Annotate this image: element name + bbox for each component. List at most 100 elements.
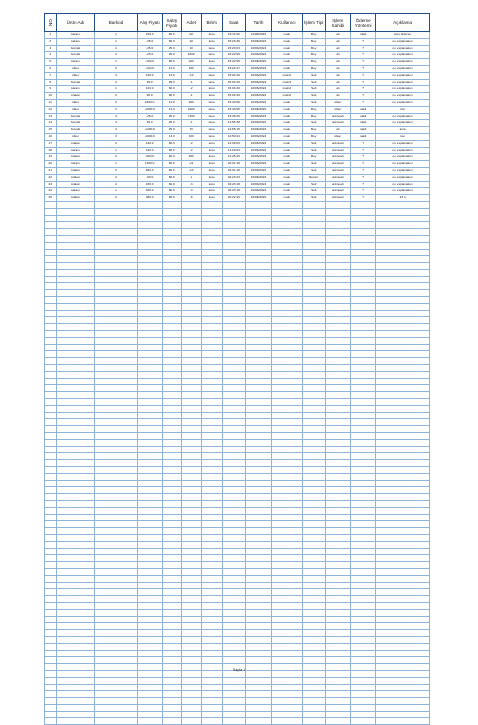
cell-product-name: ülker	[55, 64, 96, 73]
cell-description: no explanation	[375, 37, 430, 46]
empty-cell	[244, 200, 273, 209]
empty-cell	[271, 255, 303, 264]
empty-cell	[244, 452, 273, 461]
cell-time: 15:40:55	[221, 105, 246, 114]
empty-cell	[271, 466, 303, 474]
empty-row	[44, 411, 430, 420]
empty-cell	[94, 241, 138, 250]
cell-sale-price: 60.0	[161, 146, 182, 155]
empty-cell	[350, 384, 377, 393]
empty-row	[44, 418, 430, 427]
cell-product-name: krakar	[55, 139, 96, 148]
empty-cell	[271, 513, 303, 522]
empty-cell	[161, 228, 182, 236]
empty-cell	[271, 302, 303, 311]
empty-row	[44, 520, 430, 529]
empty-cell	[375, 499, 430, 508]
cell-no: 2	[44, 37, 57, 46]
cell-no: 14	[44, 119, 57, 128]
empty-cell	[350, 520, 377, 529]
empty-cell	[301, 404, 326, 413]
cell-purchase-price: -800.0	[136, 153, 163, 162]
empty-cell	[200, 302, 223, 311]
empty-cell	[136, 690, 163, 699]
empty-cell	[200, 248, 223, 257]
empty-cell	[375, 452, 430, 461]
table-row: 10 krakar 2 60.0 60.0 -1 kutu 15:04:29 10/06/202…	[44, 92, 430, 100]
empty-cell	[161, 554, 182, 563]
empty-cell	[161, 493, 182, 501]
empty-cell	[301, 438, 326, 447]
cell-user: main	[271, 166, 303, 175]
empty-cell	[350, 466, 377, 474]
cell-user: main	[271, 194, 303, 202]
empty-cell	[350, 690, 377, 699]
empty-cell	[94, 262, 138, 270]
cell-time: 15:04:29	[221, 78, 246, 87]
empty-cell	[200, 268, 223, 277]
cell-barcode: 2	[94, 153, 138, 162]
cell-quantity: -1	[180, 119, 202, 128]
empty-cell	[271, 248, 303, 257]
empty-cell	[136, 330, 163, 338]
empty-cell	[324, 391, 352, 400]
empty-cell	[200, 499, 223, 508]
empty-cell	[200, 364, 223, 372]
empty-cell	[94, 690, 138, 699]
empty-cell	[94, 391, 138, 400]
cell-barcode: 2	[94, 92, 138, 100]
cell-purchase-price: 180.0	[136, 180, 163, 189]
cell-transaction-owner: unknown	[324, 160, 352, 168]
empty-cell	[221, 493, 246, 501]
empty-cell	[136, 588, 163, 597]
empty-cell	[200, 527, 223, 535]
empty-cell	[94, 595, 138, 603]
empty-cell	[94, 703, 138, 712]
cell-quantity: 70	[180, 126, 202, 134]
empty-cell	[161, 601, 182, 610]
empty-cell	[200, 357, 223, 366]
empty-cell	[221, 649, 246, 658]
empty-cell	[180, 445, 202, 454]
cell-transaction-owner: unknown	[324, 146, 352, 155]
empty-cell	[350, 207, 377, 216]
empty-cell	[44, 710, 57, 719]
empty-cell	[301, 296, 326, 304]
empty-cell	[244, 493, 273, 501]
empty-cell	[271, 316, 303, 325]
cell-description: no explanation	[375, 153, 430, 162]
empty-cell	[221, 221, 246, 230]
cell-time: 04:22:40	[221, 194, 246, 202]
empty-cell	[136, 717, 163, 725]
cell-product-name: karam	[55, 58, 96, 66]
cell-user: main	[271, 180, 303, 189]
empty-cell	[136, 364, 163, 372]
empty-cell	[350, 601, 377, 610]
cell-purchase-price: 120.0	[136, 85, 163, 94]
empty-cell	[324, 384, 352, 393]
cell-unit: kutu	[200, 173, 223, 182]
empty-cell	[324, 364, 352, 372]
empty-cell	[324, 656, 352, 665]
empty-cell	[244, 561, 273, 569]
empty-cell	[200, 649, 223, 658]
cell-sale-price: 60.0	[161, 92, 182, 100]
empty-cell	[324, 479, 352, 488]
empty-cell	[136, 418, 163, 427]
empty-cell	[301, 567, 326, 576]
empty-cell	[221, 595, 246, 603]
empty-cell	[94, 282, 138, 291]
empty-cell	[350, 683, 377, 692]
cell-payment-method: ?	[350, 166, 377, 175]
empty-cell	[221, 296, 246, 304]
empty-cell	[55, 241, 96, 250]
empty-cell	[244, 234, 273, 243]
empty-cell	[271, 228, 303, 236]
empty-cell	[301, 649, 326, 658]
transactions-table: NO Ürün Adı Barkod Alış Fiyatı Satış Fiy…	[44, 13, 430, 725]
header-transaction-owner: İşlem Sahibi	[324, 13, 352, 32]
empty-cell	[44, 703, 57, 712]
empty-cell	[180, 520, 202, 529]
cell-date: 10/06/2024	[244, 194, 273, 202]
empty-cell	[136, 561, 163, 569]
